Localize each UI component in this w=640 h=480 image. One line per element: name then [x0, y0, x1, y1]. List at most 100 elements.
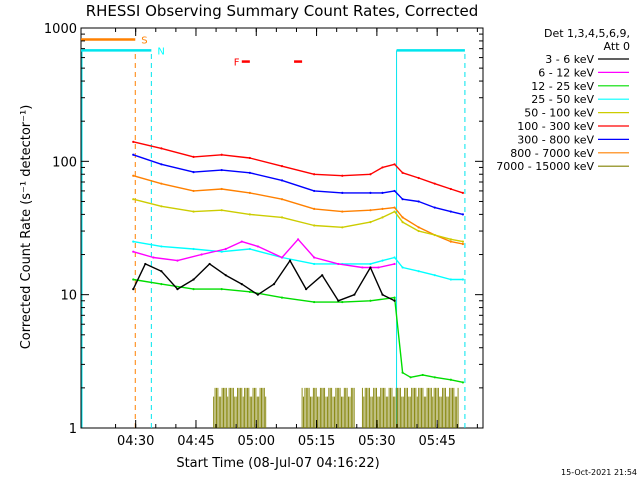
- data-point: [381, 259, 384, 262]
- data-point: [132, 140, 135, 143]
- data-point: [393, 206, 396, 209]
- data-point: [369, 262, 372, 266]
- data-point: [152, 256, 155, 259]
- data-point: [176, 288, 179, 291]
- data-point: [433, 233, 436, 237]
- data-point: [132, 278, 135, 281]
- data-point: [417, 176, 420, 180]
- data-point: [248, 191, 251, 194]
- data-point: [449, 187, 452, 191]
- data-point: [449, 278, 452, 281]
- legend-entry-label: 12 - 25 keV: [531, 80, 594, 93]
- data-point: [369, 266, 372, 269]
- legend-entry-label: 800 - 7000 keV: [510, 147, 594, 160]
- data-point: [417, 200, 420, 203]
- legend-header-detectors: Det 1,3,4,5,6,9,: [544, 27, 630, 40]
- data-point: [417, 229, 420, 233]
- data-point: [393, 299, 396, 302]
- data-point: [240, 283, 243, 286]
- data-point: [353, 293, 356, 296]
- legend-entry-label: 100 - 300 keV: [517, 120, 594, 133]
- data-point: [321, 274, 324, 277]
- data-point: [341, 191, 344, 194]
- series-line-7: [132, 259, 395, 302]
- legend-entry-label: 25 - 50 keV: [531, 93, 594, 106]
- data-point: [461, 381, 464, 384]
- data-point: [393, 189, 396, 193]
- y-axis: 1 10 100 1000: [44, 22, 483, 437]
- flag-label-s: S: [141, 35, 147, 46]
- legend-entry-label: 7000 - 15000 keV: [496, 160, 594, 173]
- data-point: [296, 238, 300, 241]
- data-point: [449, 240, 452, 243]
- data-point: [220, 250, 223, 253]
- data-point: [393, 296, 396, 299]
- series-line-5: [133, 238, 395, 269]
- data-point: [369, 209, 372, 212]
- data-point: [421, 373, 424, 377]
- data-point: [132, 174, 135, 177]
- data-point: [160, 182, 163, 185]
- data-point: [288, 259, 292, 262]
- data-point: [305, 288, 308, 291]
- data-point: [256, 293, 259, 296]
- x-tick-label: 05:30: [358, 434, 395, 449]
- legend-entry-label: 300 - 800 keV: [517, 133, 594, 146]
- plot-frame: [80, 27, 484, 429]
- data-point: [200, 253, 203, 256]
- series-line-6: [133, 278, 464, 383]
- data-point: [381, 191, 384, 194]
- data-point: [433, 274, 436, 277]
- y-axis-label: Corrected Count Rate (s⁻¹ detector⁻¹): [19, 105, 34, 350]
- data-point: [192, 171, 195, 174]
- data-point: [337, 299, 340, 302]
- attenuator-segment-1: [301, 387, 355, 428]
- data-point: [461, 278, 464, 281]
- data-point: [369, 221, 372, 224]
- x-axis: 04:30 04:45 05:00 05:15 05:30 05:45: [115, 28, 478, 449]
- data-point: [381, 293, 384, 296]
- data-point: [433, 376, 436, 379]
- data-point: [248, 171, 251, 174]
- data-point: [248, 213, 251, 216]
- x-tick-label: 04:45: [177, 434, 214, 449]
- data-point: [132, 198, 135, 201]
- data-point: [144, 262, 147, 266]
- data-point: [361, 266, 364, 269]
- data-point: [160, 270, 163, 273]
- data-point: [401, 221, 404, 224]
- data-point: [409, 376, 412, 379]
- y-tick-label: 1: [69, 422, 77, 437]
- data-point: [192, 288, 195, 291]
- data-point: [377, 266, 380, 269]
- data-point: [341, 226, 344, 229]
- data-point: [240, 240, 243, 243]
- data-point: [449, 238, 452, 241]
- data-point: [401, 266, 404, 269]
- data-point: [381, 216, 384, 219]
- data-point: [313, 256, 316, 259]
- data-point: [433, 182, 436, 185]
- x-tick-label: 05:00: [238, 434, 275, 449]
- legend-header-attenuator: Att 0: [604, 40, 630, 53]
- data-point: [248, 290, 251, 293]
- data-point: [341, 300, 344, 304]
- data-point: [417, 226, 420, 229]
- data-point: [256, 245, 259, 248]
- data-point: [280, 179, 284, 182]
- data-point: [272, 283, 276, 286]
- data-point: [160, 205, 163, 208]
- data-point: [132, 240, 135, 243]
- data-point: [208, 262, 211, 266]
- data-point: [280, 198, 284, 201]
- data-point: [192, 247, 195, 251]
- data-point: [313, 224, 316, 227]
- chart-title: RHESSI Observing Summary Count Rates, Co…: [86, 2, 479, 20]
- data-point: [313, 262, 316, 266]
- data-point: [401, 198, 404, 201]
- series-line-4: [133, 240, 463, 281]
- data-point: [160, 147, 163, 150]
- x-tick-label: 05:15: [298, 434, 335, 449]
- data-point: [192, 210, 195, 213]
- data-point: [160, 245, 163, 248]
